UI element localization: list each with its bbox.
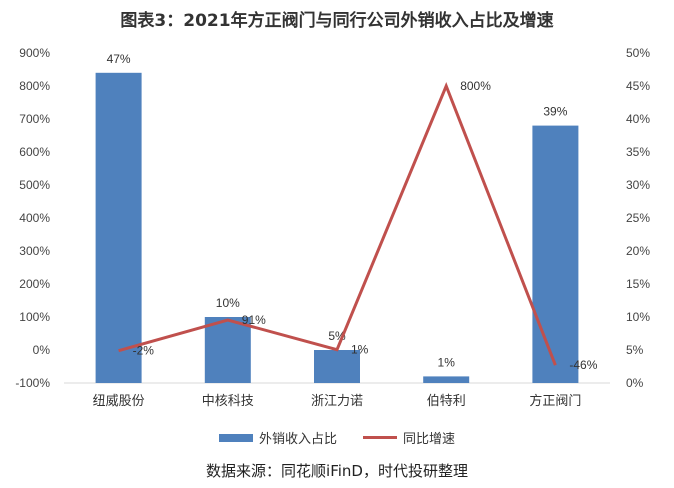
bar: [314, 350, 360, 383]
left-tick-label: -100%: [15, 376, 50, 390]
bar: [204, 317, 251, 383]
left-tick-label: 800%: [19, 79, 50, 93]
left-tick-label: 700%: [19, 112, 50, 126]
bar: [423, 376, 470, 383]
left-tick-label: 600%: [19, 145, 50, 159]
right-tick-label: 45%: [626, 79, 650, 93]
right-tick-label: 0%: [626, 376, 644, 390]
chart-title: 图表3：2021年方正阀门与同行公司外销收入占比及增速: [120, 11, 554, 31]
right-tick-label: 50%: [626, 46, 650, 60]
line-data-label: 800%: [460, 79, 491, 93]
right-tick-label: 25%: [626, 211, 650, 225]
left-tick-label: 200%: [19, 277, 50, 291]
legend-bar-swatch: [218, 433, 253, 442]
right-tick-label: 35%: [626, 145, 650, 159]
left-tick-label: 500%: [19, 178, 50, 192]
category-label: 中核科技: [202, 394, 254, 409]
bar-data-label: 39%: [543, 105, 567, 119]
left-tick-label: 300%: [19, 244, 50, 258]
bar: [532, 125, 579, 383]
bar-series: [95, 72, 579, 384]
left-tick-label: 100%: [19, 310, 50, 324]
growth-line: [118, 81, 557, 366]
category-label: 方正阀门: [529, 393, 581, 409]
right-tick-label: 5%: [626, 343, 644, 357]
right-tick-label: 30%: [626, 178, 650, 192]
line-data-label: -46%: [569, 358, 597, 372]
legend-item-line: 同比增速: [363, 428, 455, 447]
bar: [95, 72, 142, 384]
category-label: 伯特利: [427, 394, 466, 409]
bar-data-label: 47%: [107, 52, 131, 66]
right-axis-ticks: 50% 45% 40% 35% 30% 25% 20% 15% 10% 5% 0%: [626, 46, 650, 390]
right-tick-label: 15%: [626, 277, 650, 291]
left-tick-label: 900%: [19, 46, 50, 60]
line-data-label: -2%: [133, 344, 155, 358]
category-labels: 纽威股份 中核科技 浙江力诺 伯特利 方正阀门: [93, 393, 582, 409]
right-tick-label: 20%: [626, 244, 650, 258]
line-data-label: 91%: [242, 313, 266, 327]
category-label: 浙江力诺: [311, 394, 363, 409]
legend-line-label: 同比增速: [403, 432, 456, 447]
bar-data-label: 1%: [438, 355, 456, 369]
left-tick-label: 400%: [19, 211, 50, 225]
right-tick-label: 40%: [626, 112, 650, 126]
line-data-labels: -2% 91% 1% 800% -46%: [133, 79, 598, 372]
left-axis-ticks: 900% 800% 700% 600% 500% 400% 300% 200% 100% 0% -1…: [15, 46, 50, 390]
legend-line-swatch: [363, 436, 397, 439]
legend: 外销收入占比 同比增速: [0, 428, 674, 447]
legend-bar-label: 外销收入占比: [258, 432, 337, 447]
line-data-label: 1%: [351, 343, 369, 357]
category-label: 纽威股份: [93, 394, 145, 409]
bar-data-label: 10%: [216, 296, 240, 310]
legend-item-bar: 外销收入占比: [218, 428, 337, 447]
left-tick-label: 0%: [33, 343, 51, 357]
combo-chart: 900% 800% 700% 600% 500% 400% 300% 200% 100% 0% -1…: [15, 46, 650, 409]
bar-data-labels: 47%10%5%1%39%: [107, 52, 568, 370]
right-tick-label: 10%: [626, 310, 650, 324]
source-note: 数据来源：同花顺iFinD，时代投研整理: [206, 462, 468, 480]
